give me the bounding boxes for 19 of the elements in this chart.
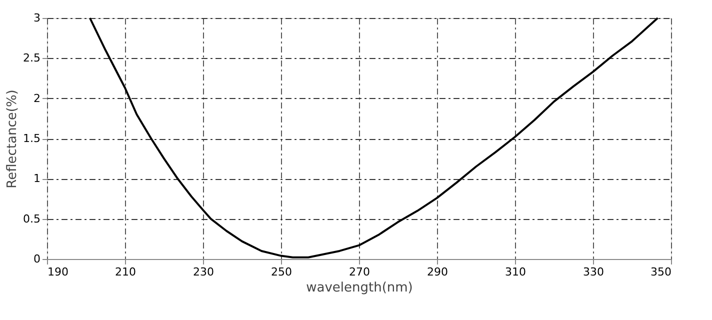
x-tick-label: 230 [193, 266, 214, 278]
x-tick-label: 330 [583, 266, 604, 278]
x-tick-label: 190 [48, 266, 68, 278]
x-tick-label: 270 [349, 266, 370, 278]
y-tick-label: 1 [34, 172, 40, 186]
line-series [88, 17, 659, 258]
y-tick-label: 3 [34, 12, 40, 24]
y-tick-label: 0 [34, 252, 40, 266]
x-axis-title: wavelength(nm) [306, 280, 413, 296]
x-tick-label: 250 [271, 266, 292, 278]
y-tick-label: 2.5 [23, 52, 40, 65]
x-tick-label: 210 [115, 266, 136, 278]
x-tick-label: 310 [505, 266, 526, 278]
y-tick-label: 2 [34, 92, 40, 105]
x-tick-label: 350 [650, 266, 672, 278]
y-tick-label: 1.5 [23, 132, 40, 145]
x-tick-label: 290 [427, 266, 448, 278]
y-tick-label: 0.5 [23, 212, 40, 226]
y-axis-title: Reflectance(%) [5, 90, 20, 188]
